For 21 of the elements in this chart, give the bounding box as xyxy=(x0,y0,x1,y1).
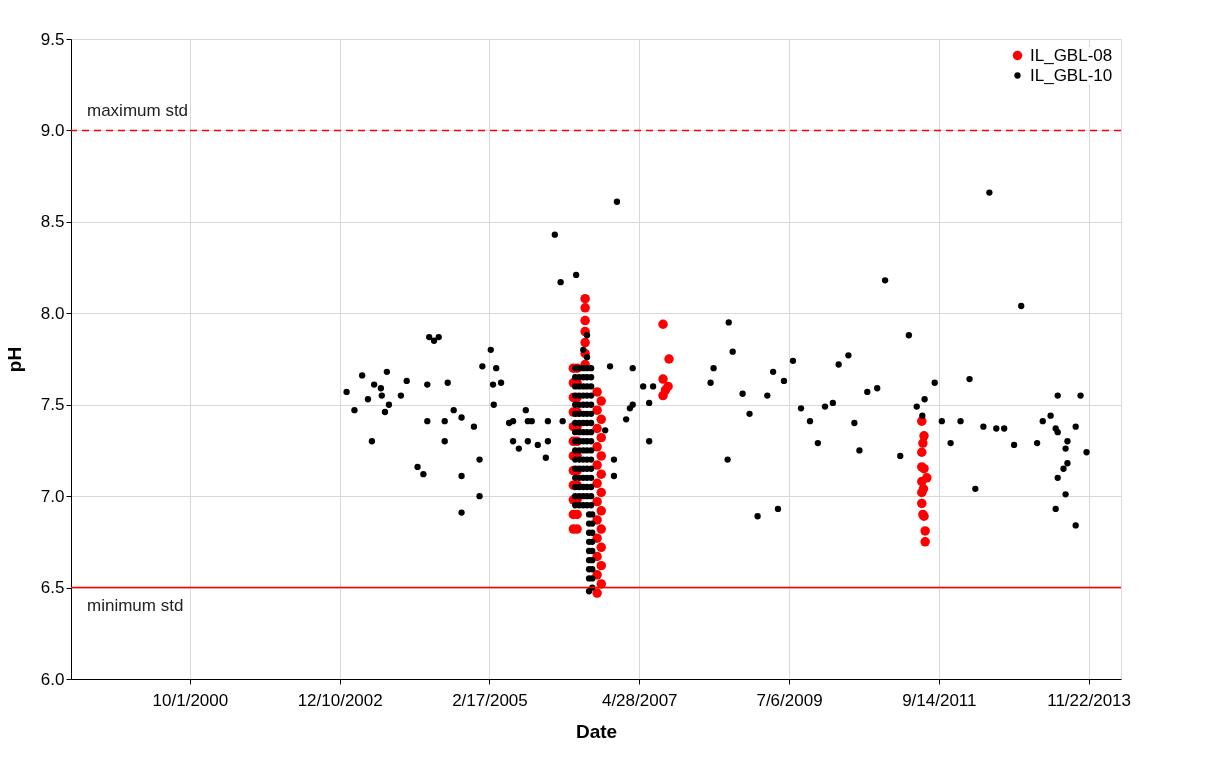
y-tick-label: 9.5 xyxy=(40,29,65,49)
y-axis-title: pH xyxy=(3,346,25,373)
y-tick-label: 9.0 xyxy=(40,120,65,140)
y-tick-label: 8.0 xyxy=(40,303,65,323)
x-tick-label: 7/6/2009 xyxy=(756,690,823,710)
x-tick-label: 4/28/2007 xyxy=(601,690,678,710)
ref-line-label: minimum std xyxy=(87,595,184,615)
legend-label: IL_GBL-10 xyxy=(1030,65,1113,85)
y-tick-label: 8.5 xyxy=(40,212,65,232)
ref-line-label: maximum std xyxy=(87,101,189,121)
legend-label: IL_GBL-08 xyxy=(1030,45,1113,65)
y-tick-label: 6.5 xyxy=(40,578,65,598)
x-tick-label: 2/17/2005 xyxy=(452,690,528,710)
x-tick-label: 11/22/2013 xyxy=(1047,690,1132,710)
x-axis-title: Date xyxy=(575,720,618,742)
x-tick-label: 12/10/2002 xyxy=(297,690,383,710)
x-tick-label: 10/1/2000 xyxy=(152,690,229,710)
x-tick-label: 9/14/2011 xyxy=(902,690,977,710)
y-tick-label: 7.5 xyxy=(40,395,65,415)
y-tick-label: 6.0 xyxy=(40,669,65,689)
y-tick-label: 7.0 xyxy=(40,486,65,506)
